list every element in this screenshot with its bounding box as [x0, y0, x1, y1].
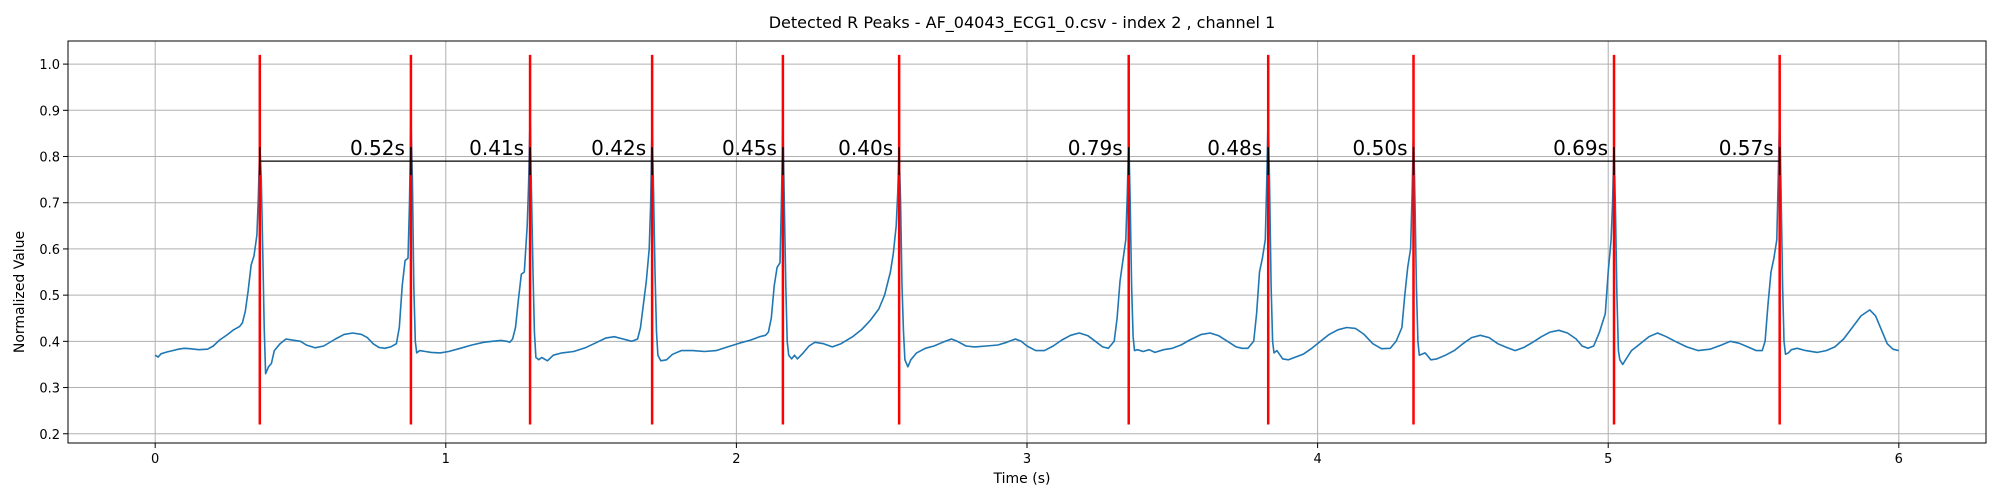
rr-interval-label: 0.79s — [1068, 136, 1123, 160]
y-tick-label: 0.4 — [39, 335, 60, 350]
y-tick-label: 0.7 — [39, 197, 60, 212]
chart-title: Detected R Peaks - AF_04043_ECG1_0.csv -… — [769, 13, 1276, 33]
y-tick-label: 0.2 — [39, 428, 60, 443]
x-tick-label: 4 — [1313, 452, 1321, 467]
x-tick-label: 6 — [1895, 452, 1903, 467]
rr-interval-label: 0.42s — [591, 136, 646, 160]
x-tick-label: 2 — [732, 452, 740, 467]
rr-interval-label: 0.52s — [350, 136, 405, 160]
y-axis-label: Normalized Value — [12, 231, 28, 353]
y-axis: 0.2 0.3 0.4 0.5 0.6 0.7 0.8 0.9 1.0 — [39, 58, 68, 443]
rr-interval-label: 0.57s — [1719, 136, 1774, 160]
rr-interval-label: 0.45s — [722, 136, 777, 160]
plot-area: 0.52s 0.41s 0.42s 0.45s 0.40s 0.79s 0.48s 0.50s… — [154, 54, 1899, 425]
y-tick-label: 0.8 — [39, 151, 60, 166]
x-axis-label: Time (s) — [993, 471, 1051, 487]
y-tick-label: 1.0 — [39, 58, 60, 73]
y-tick-label: 0.3 — [39, 382, 60, 397]
y-tick-label: 0.6 — [39, 243, 60, 258]
x-tick-label: 1 — [442, 452, 450, 467]
x-tick-label: 5 — [1604, 452, 1612, 467]
x-tick-label: 0 — [151, 452, 159, 467]
y-tick-label: 0.9 — [39, 104, 60, 119]
rr-interval-label: 0.40s — [838, 136, 893, 160]
x-axis: 0 1 2 3 4 5 6 — [151, 443, 1903, 467]
grid — [68, 41, 1986, 443]
rr-interval-label: 0.48s — [1207, 136, 1262, 160]
x-tick-label: 3 — [1023, 452, 1031, 467]
rr-interval-label: 0.69s — [1553, 136, 1608, 160]
rr-interval-label: 0.41s — [469, 136, 524, 160]
y-tick-label: 0.5 — [39, 289, 60, 304]
rr-interval-label: 0.50s — [1353, 136, 1408, 160]
